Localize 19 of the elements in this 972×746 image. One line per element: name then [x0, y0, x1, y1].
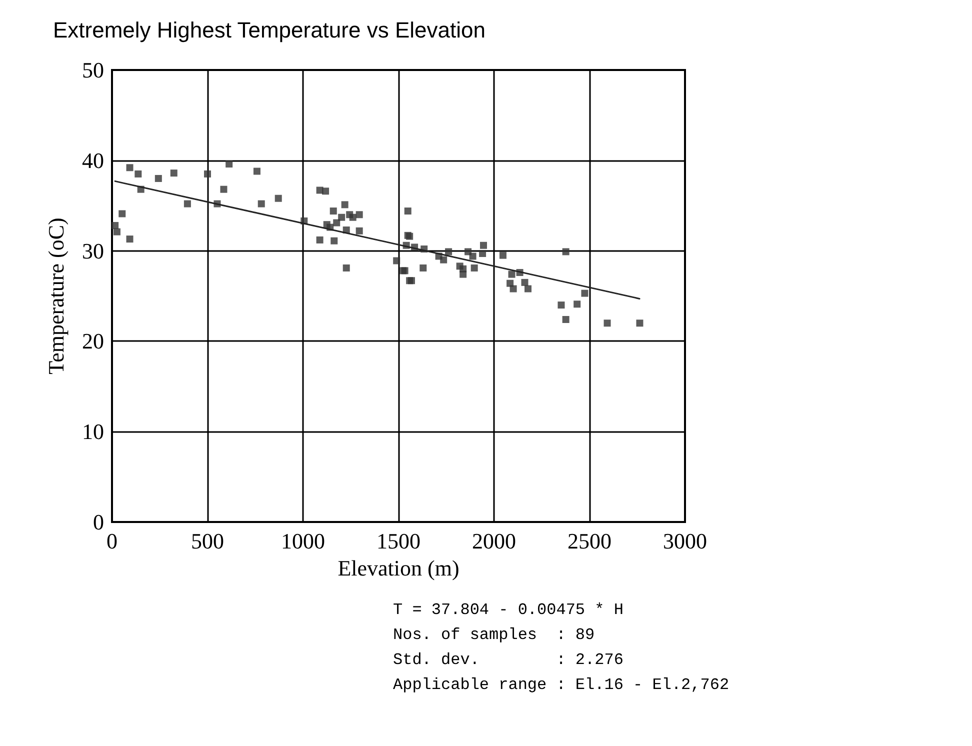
y-axis-title: Temperature (oC): [44, 218, 68, 374]
x-tick-label: 1500: [376, 528, 420, 554]
y-tick-label: 10: [82, 419, 104, 444]
x-tick-label: 500: [191, 528, 224, 554]
y-tick-label: 0: [93, 510, 104, 534]
x-tick-label: 2000: [472, 528, 516, 554]
text: T = 37.804 - 0.00475 * H: [393, 601, 624, 619]
text: Std. dev. : 2.276: [393, 651, 624, 669]
chart-title: Extremely Highest Temperature vs Elevation: [53, 18, 486, 42]
y-tick-label: 30: [82, 238, 104, 264]
y-tick-label: 50: [82, 58, 104, 82]
x-axis-title: Elevation (m): [338, 555, 460, 580]
y-tick-label: 20: [82, 328, 104, 354]
text: Applicable range : El.16 - El.2,762: [393, 676, 730, 694]
x-tick-label: 2500: [568, 528, 612, 554]
x-tick-label: 3000: [663, 528, 707, 554]
text: Nos. of samples : 89: [393, 626, 595, 644]
x-tick-label: 1000: [281, 528, 325, 554]
y-tick-label: 40: [82, 148, 104, 173]
